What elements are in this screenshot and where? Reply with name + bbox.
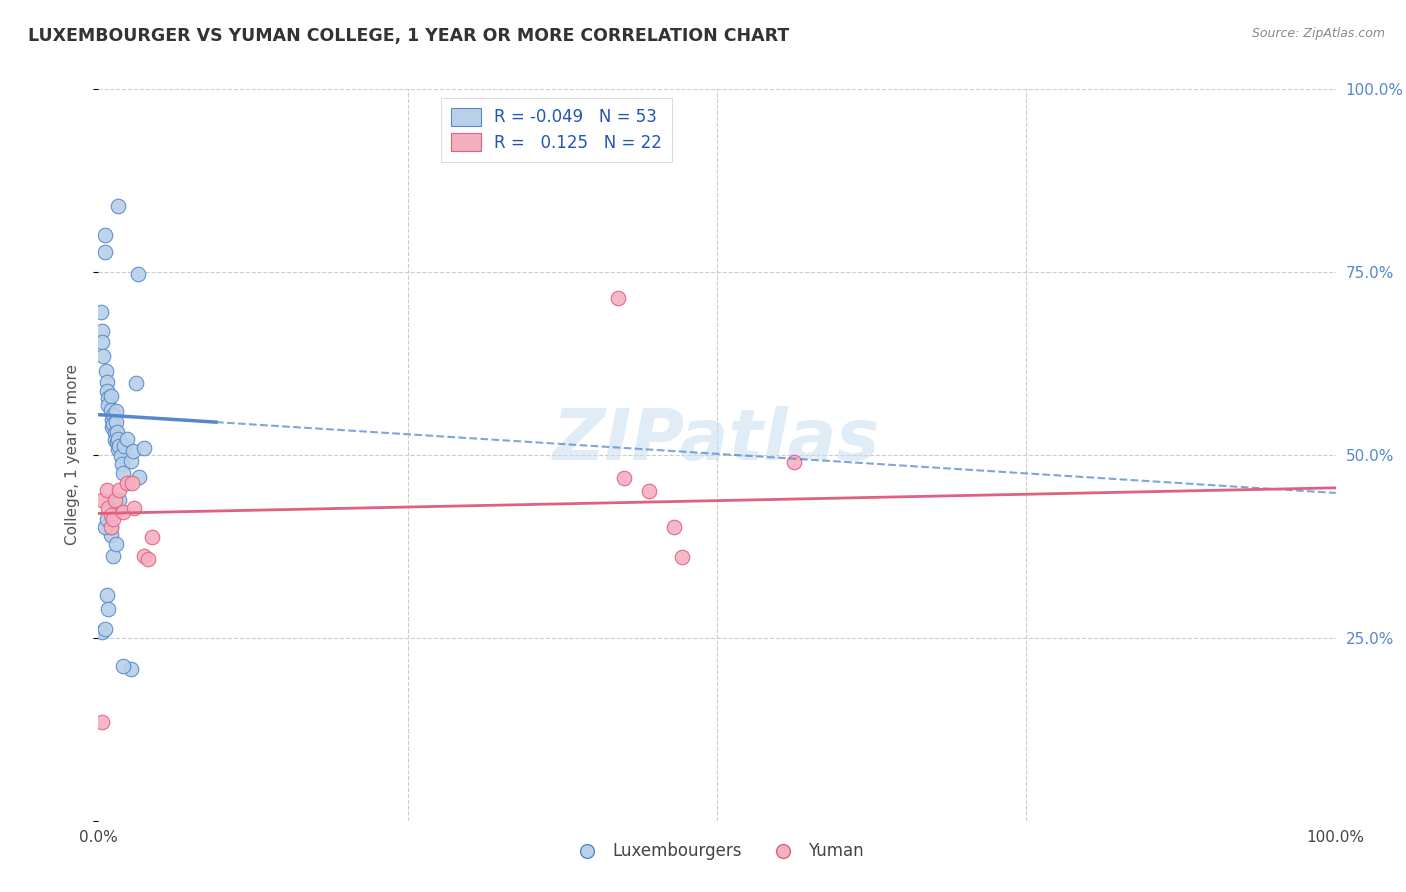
Point [112, 466, 135, 480]
Point [108, 439, 131, 453]
Point [91, 334, 114, 349]
Point [100, 389, 122, 403]
Point [91, 324, 114, 338]
Point [97, 500, 120, 515]
Point [94, 364, 117, 378]
Legend: Luxembourgers, Yuman: Luxembourgers, Yuman [564, 836, 870, 867]
Point [127, 267, 149, 281]
Point [93, 244, 115, 259]
Point [783, 455, 806, 469]
Text: ZIPatlas: ZIPatlas [554, 406, 880, 475]
Point [93, 349, 115, 363]
Point [91, 493, 114, 508]
Point [122, 444, 145, 458]
Y-axis label: College, 1 year or more: College, 1 year or more [65, 365, 80, 545]
Point [141, 530, 163, 544]
Point [607, 291, 630, 305]
Point [112, 658, 135, 673]
Point [120, 661, 142, 675]
Point [120, 454, 142, 468]
Point [96, 375, 118, 389]
Point [108, 483, 131, 497]
Point [96, 483, 118, 497]
Point [93, 519, 115, 533]
Point [104, 498, 127, 512]
Point [671, 550, 693, 565]
Point [103, 425, 125, 440]
Point [100, 402, 122, 417]
Point [124, 500, 146, 515]
Point [104, 415, 127, 429]
Point [107, 199, 129, 213]
Point [128, 470, 150, 484]
Point [134, 549, 156, 563]
Point [104, 404, 127, 418]
Point [613, 471, 636, 485]
Point [112, 439, 135, 453]
Point [107, 432, 129, 446]
Text: Source: ZipAtlas.com: Source: ZipAtlas.com [1251, 27, 1385, 40]
Point [101, 420, 124, 434]
Point [115, 432, 138, 446]
Point [136, 551, 159, 566]
Point [103, 549, 125, 563]
Point [105, 503, 128, 517]
Point [100, 508, 122, 522]
Point [105, 425, 128, 439]
Point [97, 601, 120, 615]
Point [108, 493, 131, 508]
Point [103, 408, 125, 422]
Point [107, 442, 129, 456]
Point [121, 475, 143, 490]
Point [103, 512, 125, 526]
Point [110, 450, 132, 464]
Point [124, 376, 146, 391]
Point [638, 484, 661, 499]
Point [93, 622, 115, 636]
Point [103, 417, 125, 432]
Point [134, 441, 156, 455]
Point [101, 413, 124, 427]
Point [115, 475, 138, 490]
Point [93, 228, 115, 243]
Point [111, 457, 134, 471]
Point [662, 519, 685, 533]
Point [91, 714, 114, 729]
Point [105, 434, 128, 449]
Point [100, 519, 122, 533]
Point [103, 434, 125, 448]
Point [90, 305, 112, 319]
Point [96, 588, 118, 602]
Point [96, 384, 118, 398]
Point [97, 398, 120, 412]
Point [97, 391, 120, 405]
Point [103, 493, 125, 508]
Point [104, 537, 127, 551]
Point [100, 528, 122, 542]
Point [112, 505, 135, 519]
Point [91, 624, 114, 639]
Point [100, 519, 122, 533]
Text: LUXEMBOURGER VS YUMAN COLLEGE, 1 YEAR OR MORE CORRELATION CHART: LUXEMBOURGER VS YUMAN COLLEGE, 1 YEAR OR… [28, 27, 789, 45]
Point [96, 512, 118, 526]
